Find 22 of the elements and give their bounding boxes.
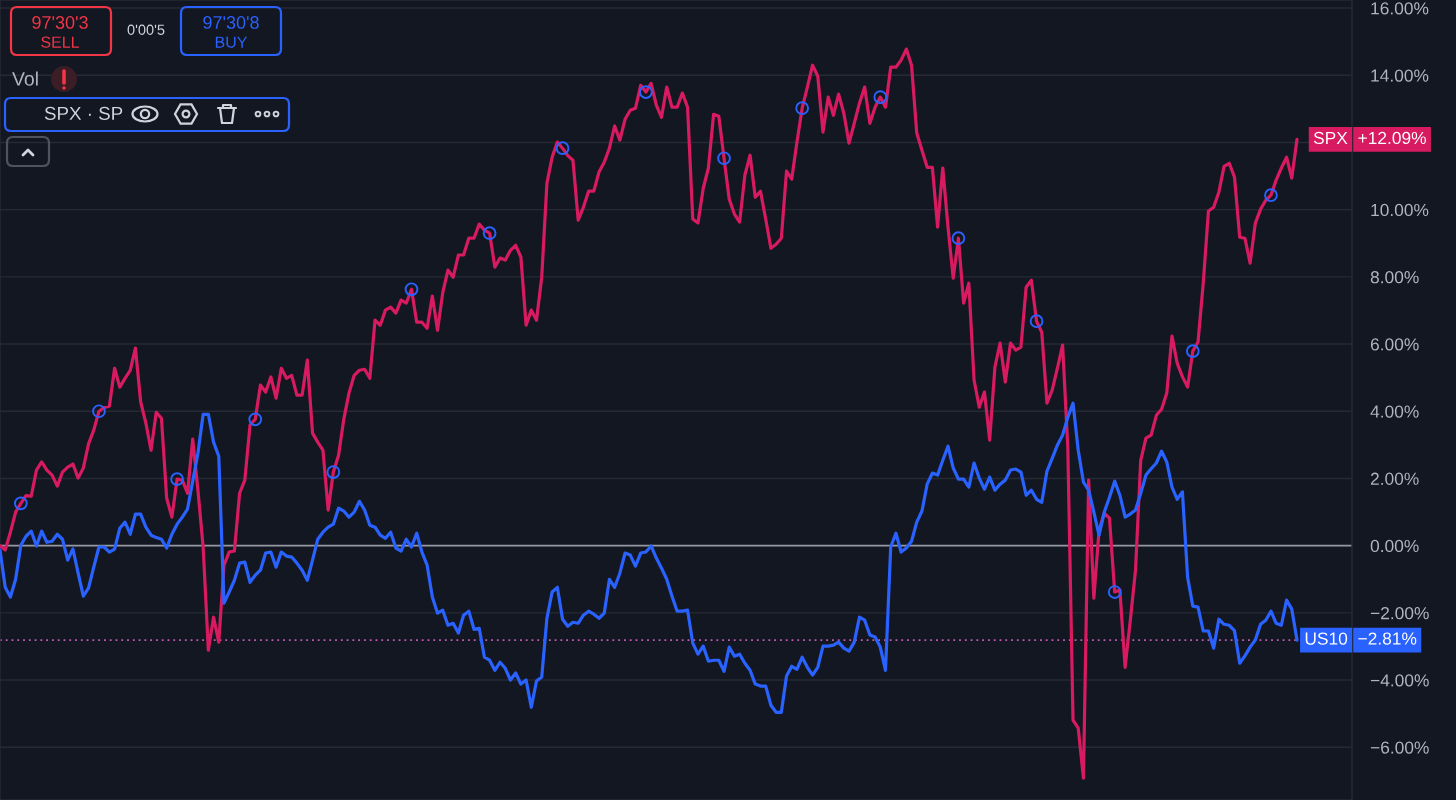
text: +12.09% [1358, 131, 1426, 145]
annotation: SELL [41, 36, 80, 48]
y-tick-label: −6.00% [1370, 741, 1429, 754]
legend-label: US10 [1305, 632, 1348, 645]
y-tick-label: 8.00% [1370, 271, 1419, 284]
annotation: SPX · SP [44, 106, 123, 121]
annotation: BUY [215, 36, 248, 48]
y-tick-label: 10.00% [1371, 203, 1429, 217]
annotation: 97'30'8 [203, 16, 259, 29]
ref-line-label: −2.81% [1358, 632, 1417, 645]
legend-label: SPX [1313, 131, 1348, 145]
y-tick-label: 2.00% [1370, 472, 1419, 485]
y-tick-label: 6.00% [1370, 338, 1419, 351]
y-tick-label: −2.00% [1370, 607, 1429, 620]
y-tick-label: −4.00% [1370, 674, 1429, 687]
y-tick-label: 0.00% [1370, 539, 1419, 553]
annotation: Vol [12, 71, 38, 86]
annotation: 0'00'5 [127, 24, 165, 35]
annotation: 97'30'3 [32, 16, 88, 29]
y-tick-label: 4.00% [1370, 405, 1419, 418]
y-tick-label: 14.00% [1371, 69, 1429, 82]
y-tick-label: 16.00% [1371, 2, 1429, 15]
